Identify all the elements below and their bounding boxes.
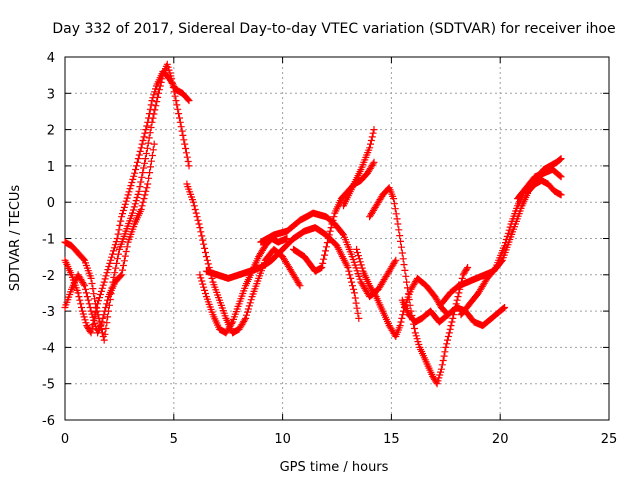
series-arc-12 xyxy=(398,296,509,330)
data-marker-trace xyxy=(196,235,291,337)
data-marker-trace xyxy=(61,68,193,337)
series-arc-5 xyxy=(196,235,291,337)
y-tick-label: 3 xyxy=(47,87,55,102)
data-marker-trace xyxy=(398,296,509,330)
y-tick-label: -6 xyxy=(42,414,55,429)
y-tick-label: -1 xyxy=(42,233,55,248)
data-marks xyxy=(61,60,565,388)
y-tick-label: 4 xyxy=(47,51,55,66)
y-tick-label: 1 xyxy=(47,160,55,175)
series-arc-9 xyxy=(340,126,378,210)
x-tick-label: 0 xyxy=(61,432,69,447)
x-tick-label: 20 xyxy=(492,432,509,447)
axis-tick-labels: 0 5 10 15 20 25 -6 -5 -4 -3 -2 -1 0 1 2 3 4 xyxy=(42,51,617,447)
series-arc-11 xyxy=(366,184,472,388)
data-marker-trace xyxy=(366,184,472,388)
y-tick-label: -3 xyxy=(42,305,55,320)
series-arc-6 xyxy=(202,224,363,322)
chart-title: Day 332 of 2017, Sidereal Day-to-day VTE… xyxy=(52,21,615,37)
x-tick-label: 5 xyxy=(170,432,178,447)
data-marker-trace xyxy=(514,166,565,203)
axis-ticks xyxy=(64,56,610,421)
y-tick-label: -2 xyxy=(42,269,55,284)
x-tick-label: 25 xyxy=(601,432,618,447)
x-tick-label: 15 xyxy=(383,432,400,447)
y-tick-label: 2 xyxy=(47,124,55,139)
y-axis-label: SDTVAR / TECUs xyxy=(8,185,23,292)
series-arc-15 xyxy=(514,166,565,203)
y-tick-label: 0 xyxy=(47,196,55,211)
y-tick-label: -4 xyxy=(42,341,55,356)
data-marker-trace xyxy=(340,126,378,210)
series-arc-2 xyxy=(61,68,193,337)
series-arc-3 xyxy=(61,140,158,337)
data-marker-trace xyxy=(61,140,158,337)
data-marker-trace xyxy=(202,224,363,322)
x-tick-label: 10 xyxy=(274,432,291,447)
y-tick-label: -5 xyxy=(42,378,55,393)
x-axis-label: GPS time / hours xyxy=(280,460,389,475)
